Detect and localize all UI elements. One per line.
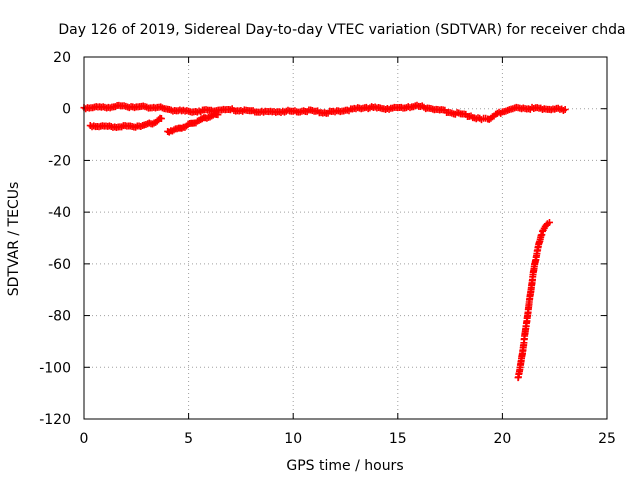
y-tick-label: 20 — [53, 50, 71, 66]
y-tick-label: -20 — [48, 153, 71, 169]
x-tick-label: 15 — [389, 431, 407, 447]
tick-labels: 0 5 10 15 20 25 20 0 -20 -40 -60 -80 -100 -120 — [39, 50, 616, 447]
y-tick-label: -40 — [48, 205, 71, 221]
data-point — [157, 115, 165, 123]
x-axis-label: GPS time / hours — [286, 458, 403, 474]
y-tick-label: -100 — [39, 360, 71, 376]
x-tick-label: 5 — [184, 431, 193, 447]
data-point — [545, 218, 553, 226]
data-points — [80, 101, 569, 382]
y-axis-label: SDTVAR / TECUs — [6, 182, 22, 297]
grid — [84, 57, 607, 419]
x-tick-label: 25 — [598, 431, 616, 447]
y-tick-label: -120 — [39, 412, 71, 428]
y-tick-label: -60 — [48, 257, 71, 273]
chart-title: Day 126 of 2019, Sidereal Day-to-day VTE… — [58, 22, 625, 38]
data-point — [561, 105, 569, 113]
plot-frame — [83, 56, 608, 420]
y-tick-label: -80 — [48, 309, 71, 325]
y-tick-label: 0 — [62, 102, 71, 118]
x-tick-label: 20 — [493, 431, 511, 447]
data-point — [214, 111, 222, 119]
x-tick-label: 10 — [284, 431, 302, 447]
x-tick-label: 0 — [80, 431, 89, 447]
